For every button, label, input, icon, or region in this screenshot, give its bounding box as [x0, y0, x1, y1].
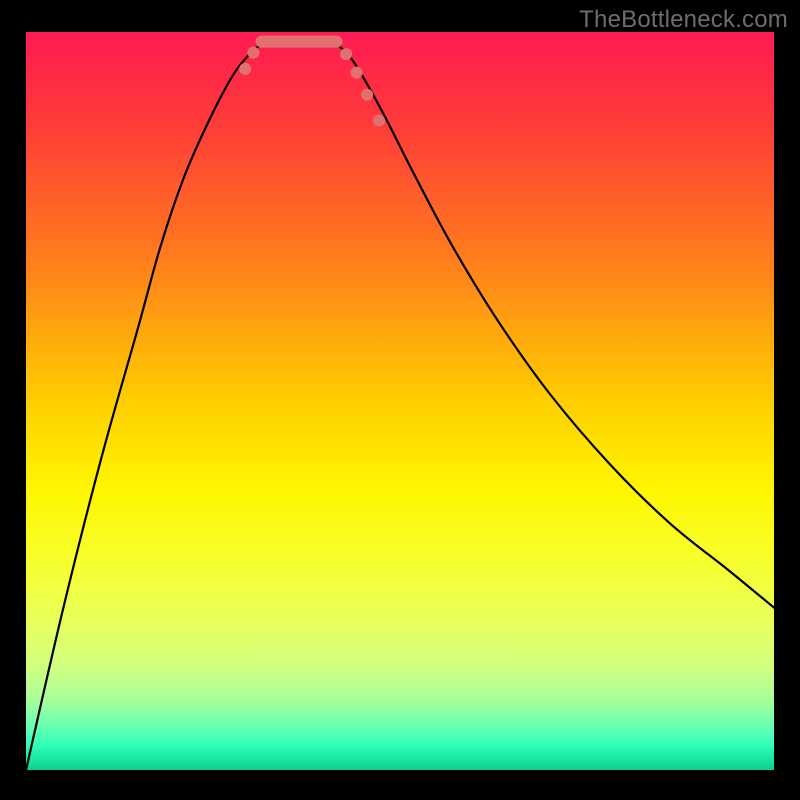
baseline-dot [340, 48, 352, 60]
baseline-dot [351, 67, 363, 79]
baseline-dot [247, 47, 259, 59]
plot-area [26, 32, 774, 770]
baseline-dot [373, 115, 385, 127]
chart-svg [26, 32, 774, 770]
gradient-background [26, 32, 774, 770]
baseline-dot [239, 63, 251, 75]
watermark-text: TheBottleneck.com [579, 6, 788, 34]
figure-stage: TheBottleneck.com [0, 0, 800, 800]
baseline-dot [361, 89, 373, 101]
